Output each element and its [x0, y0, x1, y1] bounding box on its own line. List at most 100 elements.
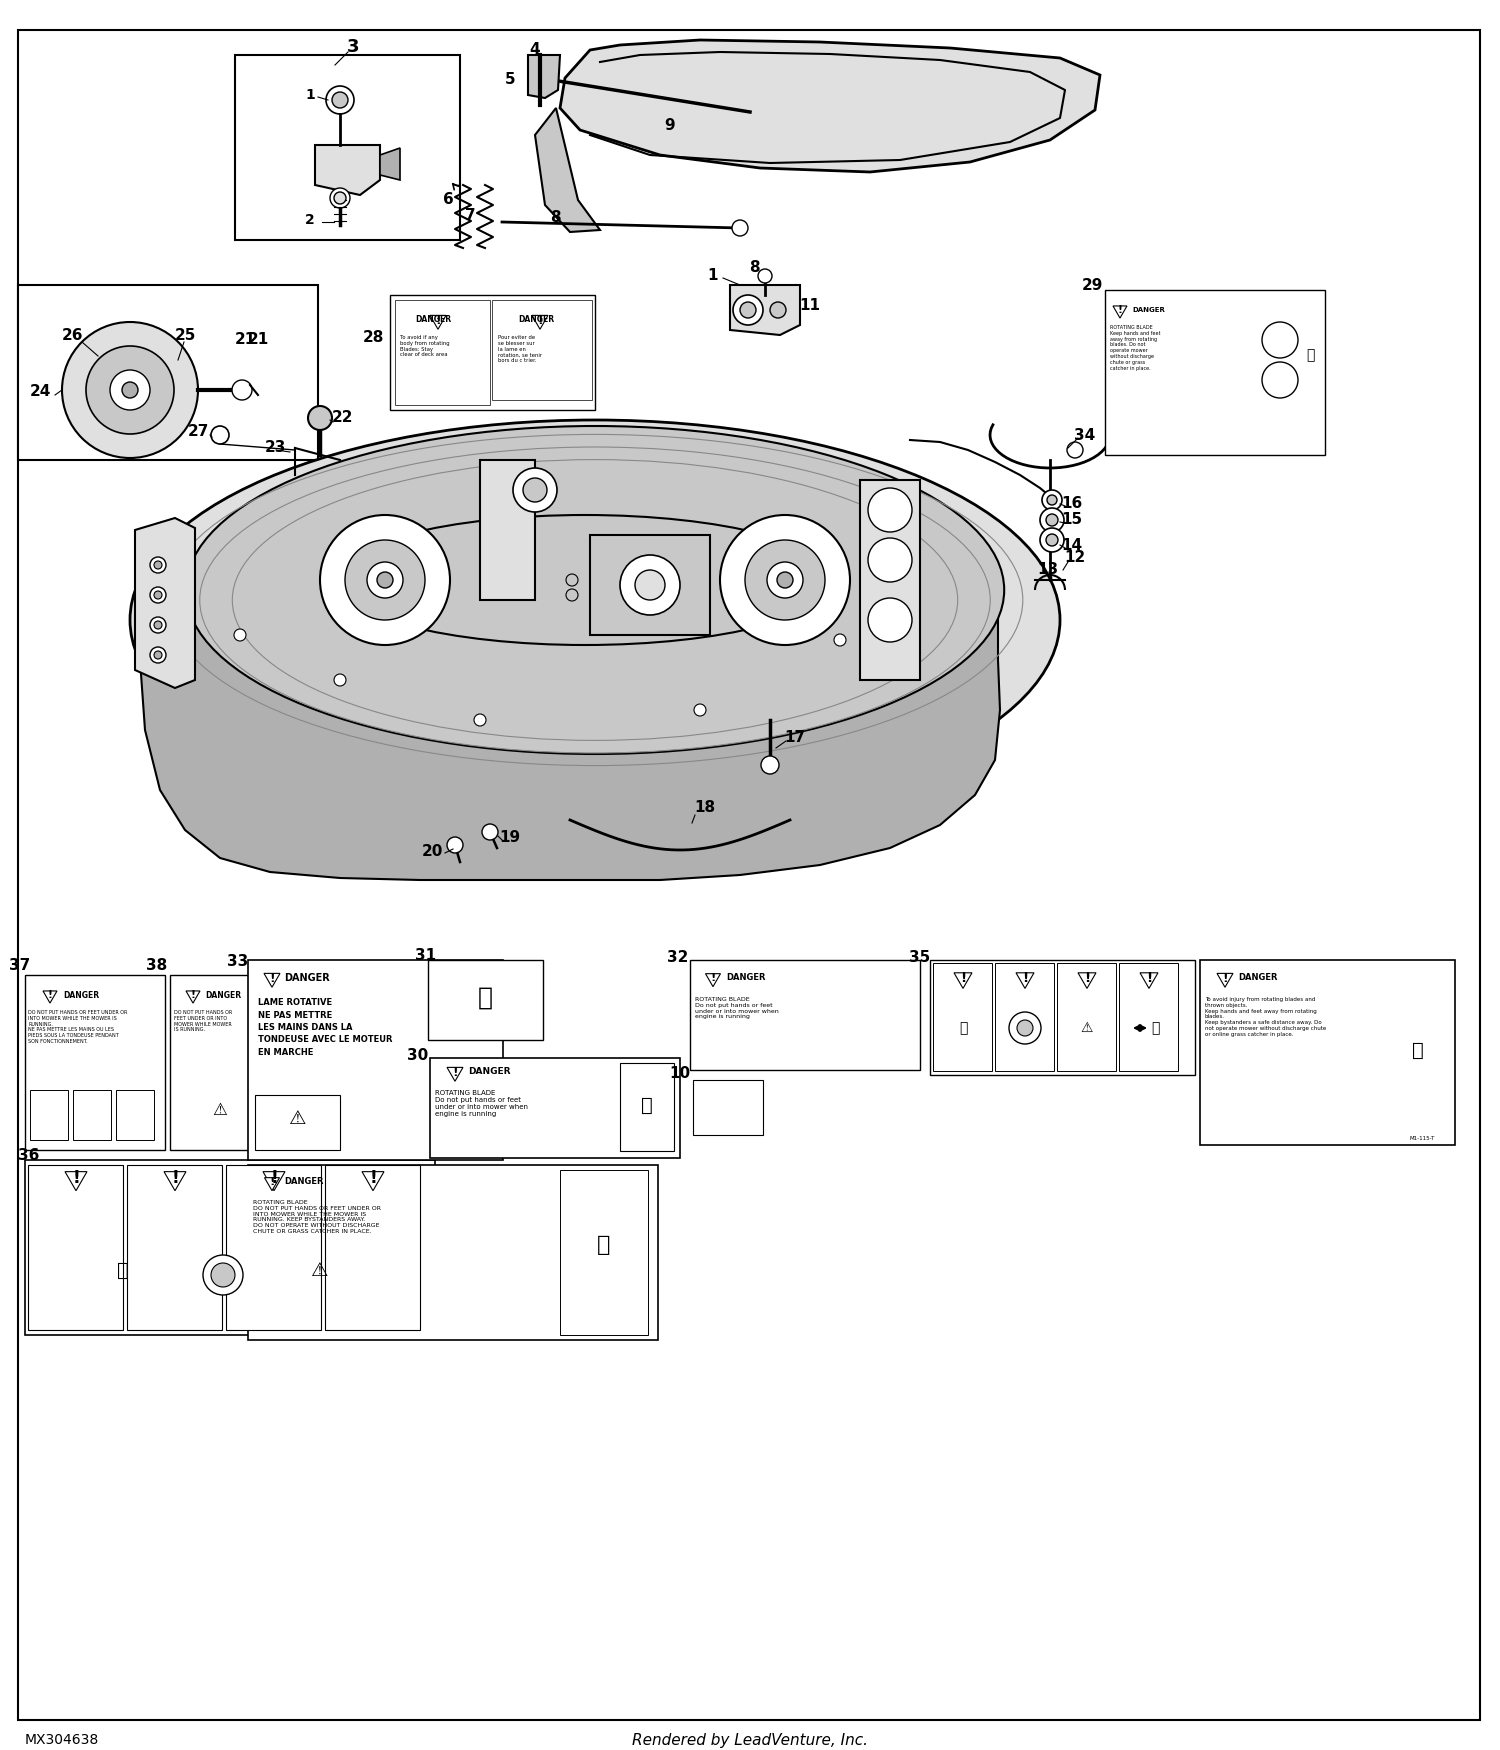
Polygon shape [528, 54, 560, 98]
Circle shape [734, 296, 764, 326]
Ellipse shape [186, 425, 1004, 754]
Circle shape [122, 382, 138, 397]
Text: 11: 11 [800, 298, 820, 313]
Text: DANGER: DANGER [468, 1068, 510, 1076]
Text: 🚜: 🚜 [117, 1260, 129, 1279]
Polygon shape [164, 1172, 186, 1190]
Text: To avoid if any
body from rotating
Blades: Stay
clear of deck area: To avoid if any body from rotating Blade… [400, 334, 450, 357]
Text: 35: 35 [909, 950, 930, 966]
Text: 1: 1 [708, 268, 718, 282]
FancyBboxPatch shape [859, 480, 920, 681]
Text: DANGER: DANGER [1132, 306, 1166, 313]
FancyBboxPatch shape [930, 961, 1196, 1074]
Ellipse shape [130, 420, 1060, 821]
Polygon shape [64, 1172, 87, 1190]
Text: 13: 13 [1038, 562, 1059, 578]
Text: 18: 18 [694, 800, 715, 816]
Circle shape [620, 555, 680, 614]
FancyBboxPatch shape [18, 285, 318, 460]
Circle shape [150, 586, 166, 604]
FancyBboxPatch shape [255, 1096, 340, 1150]
Text: DANGER: DANGER [284, 1178, 324, 1186]
Text: ROTATING BLADE
Do not put hands or feet
under or into mower when
engine is runni: ROTATING BLADE Do not put hands or feet … [435, 1090, 528, 1116]
Text: 🚶: 🚶 [1412, 1041, 1424, 1059]
Circle shape [760, 756, 778, 774]
Text: 14: 14 [1062, 537, 1083, 553]
Text: 30: 30 [408, 1048, 429, 1062]
Text: DO NOT PUT HANDS OR FEET UNDER OR
INTO MOWER WHILE THE MOWER IS
RUNNING.
NE PAS : DO NOT PUT HANDS OR FEET UNDER OR INTO M… [28, 1010, 128, 1045]
Circle shape [447, 836, 464, 852]
FancyBboxPatch shape [248, 1166, 658, 1340]
Circle shape [694, 704, 706, 716]
Circle shape [150, 618, 166, 634]
FancyBboxPatch shape [74, 1090, 111, 1139]
Text: LeadVenture: LeadVenture [486, 621, 704, 649]
Circle shape [154, 592, 162, 598]
FancyBboxPatch shape [427, 961, 543, 1040]
Text: DANGER: DANGER [1238, 973, 1278, 982]
Polygon shape [1113, 306, 1126, 318]
Text: 16: 16 [1062, 495, 1083, 511]
Text: 21: 21 [234, 332, 255, 348]
Text: 15: 15 [1062, 513, 1083, 527]
FancyBboxPatch shape [116, 1090, 154, 1139]
Text: 10: 10 [669, 1066, 690, 1080]
FancyBboxPatch shape [620, 1062, 674, 1152]
Circle shape [86, 346, 174, 434]
Text: !: ! [537, 313, 543, 327]
Text: M1-115-T: M1-115-T [1410, 1136, 1436, 1141]
Polygon shape [1078, 973, 1096, 989]
Circle shape [308, 406, 332, 430]
Circle shape [232, 380, 252, 401]
FancyBboxPatch shape [1200, 961, 1455, 1144]
Text: 38: 38 [147, 957, 168, 973]
Circle shape [770, 303, 786, 318]
Text: 2: 2 [304, 214, 315, 228]
Circle shape [1262, 322, 1298, 359]
Circle shape [334, 192, 346, 205]
Text: !: ! [171, 1169, 178, 1186]
Circle shape [720, 514, 850, 646]
Polygon shape [430, 315, 445, 329]
Polygon shape [186, 990, 200, 1003]
Text: 27: 27 [188, 425, 209, 439]
Polygon shape [315, 145, 380, 194]
Circle shape [524, 478, 548, 502]
FancyBboxPatch shape [480, 460, 536, 600]
Text: !: ! [270, 1178, 274, 1186]
Circle shape [326, 86, 354, 114]
Text: 🔧: 🔧 [477, 985, 492, 1010]
Text: !: ! [435, 313, 441, 327]
Text: 8: 8 [549, 210, 561, 226]
FancyBboxPatch shape [693, 1080, 764, 1136]
Circle shape [150, 556, 166, 572]
Text: !: ! [1146, 971, 1152, 985]
FancyBboxPatch shape [994, 963, 1054, 1071]
Circle shape [1040, 528, 1064, 551]
Polygon shape [536, 108, 600, 233]
FancyBboxPatch shape [28, 1166, 123, 1330]
Text: 24: 24 [30, 385, 51, 399]
Polygon shape [730, 285, 800, 334]
Polygon shape [380, 149, 400, 180]
Circle shape [1066, 443, 1083, 458]
Polygon shape [1216, 973, 1233, 987]
Text: 29: 29 [1082, 278, 1102, 292]
Circle shape [334, 674, 346, 686]
FancyBboxPatch shape [560, 1171, 648, 1335]
Text: ⚠: ⚠ [312, 1260, 328, 1279]
Text: 🚶: 🚶 [640, 1096, 652, 1115]
Text: DANGER: DANGER [518, 315, 554, 324]
Circle shape [834, 634, 846, 646]
Text: 26: 26 [62, 327, 82, 343]
Text: 36: 36 [18, 1148, 39, 1162]
FancyBboxPatch shape [394, 299, 490, 404]
Circle shape [868, 537, 912, 583]
Circle shape [1047, 495, 1058, 506]
Text: 25: 25 [174, 327, 195, 343]
Text: 9: 9 [664, 117, 675, 133]
Text: 32: 32 [668, 950, 688, 966]
Circle shape [110, 369, 150, 410]
Text: DANGER: DANGER [206, 990, 242, 999]
Circle shape [1046, 514, 1058, 527]
